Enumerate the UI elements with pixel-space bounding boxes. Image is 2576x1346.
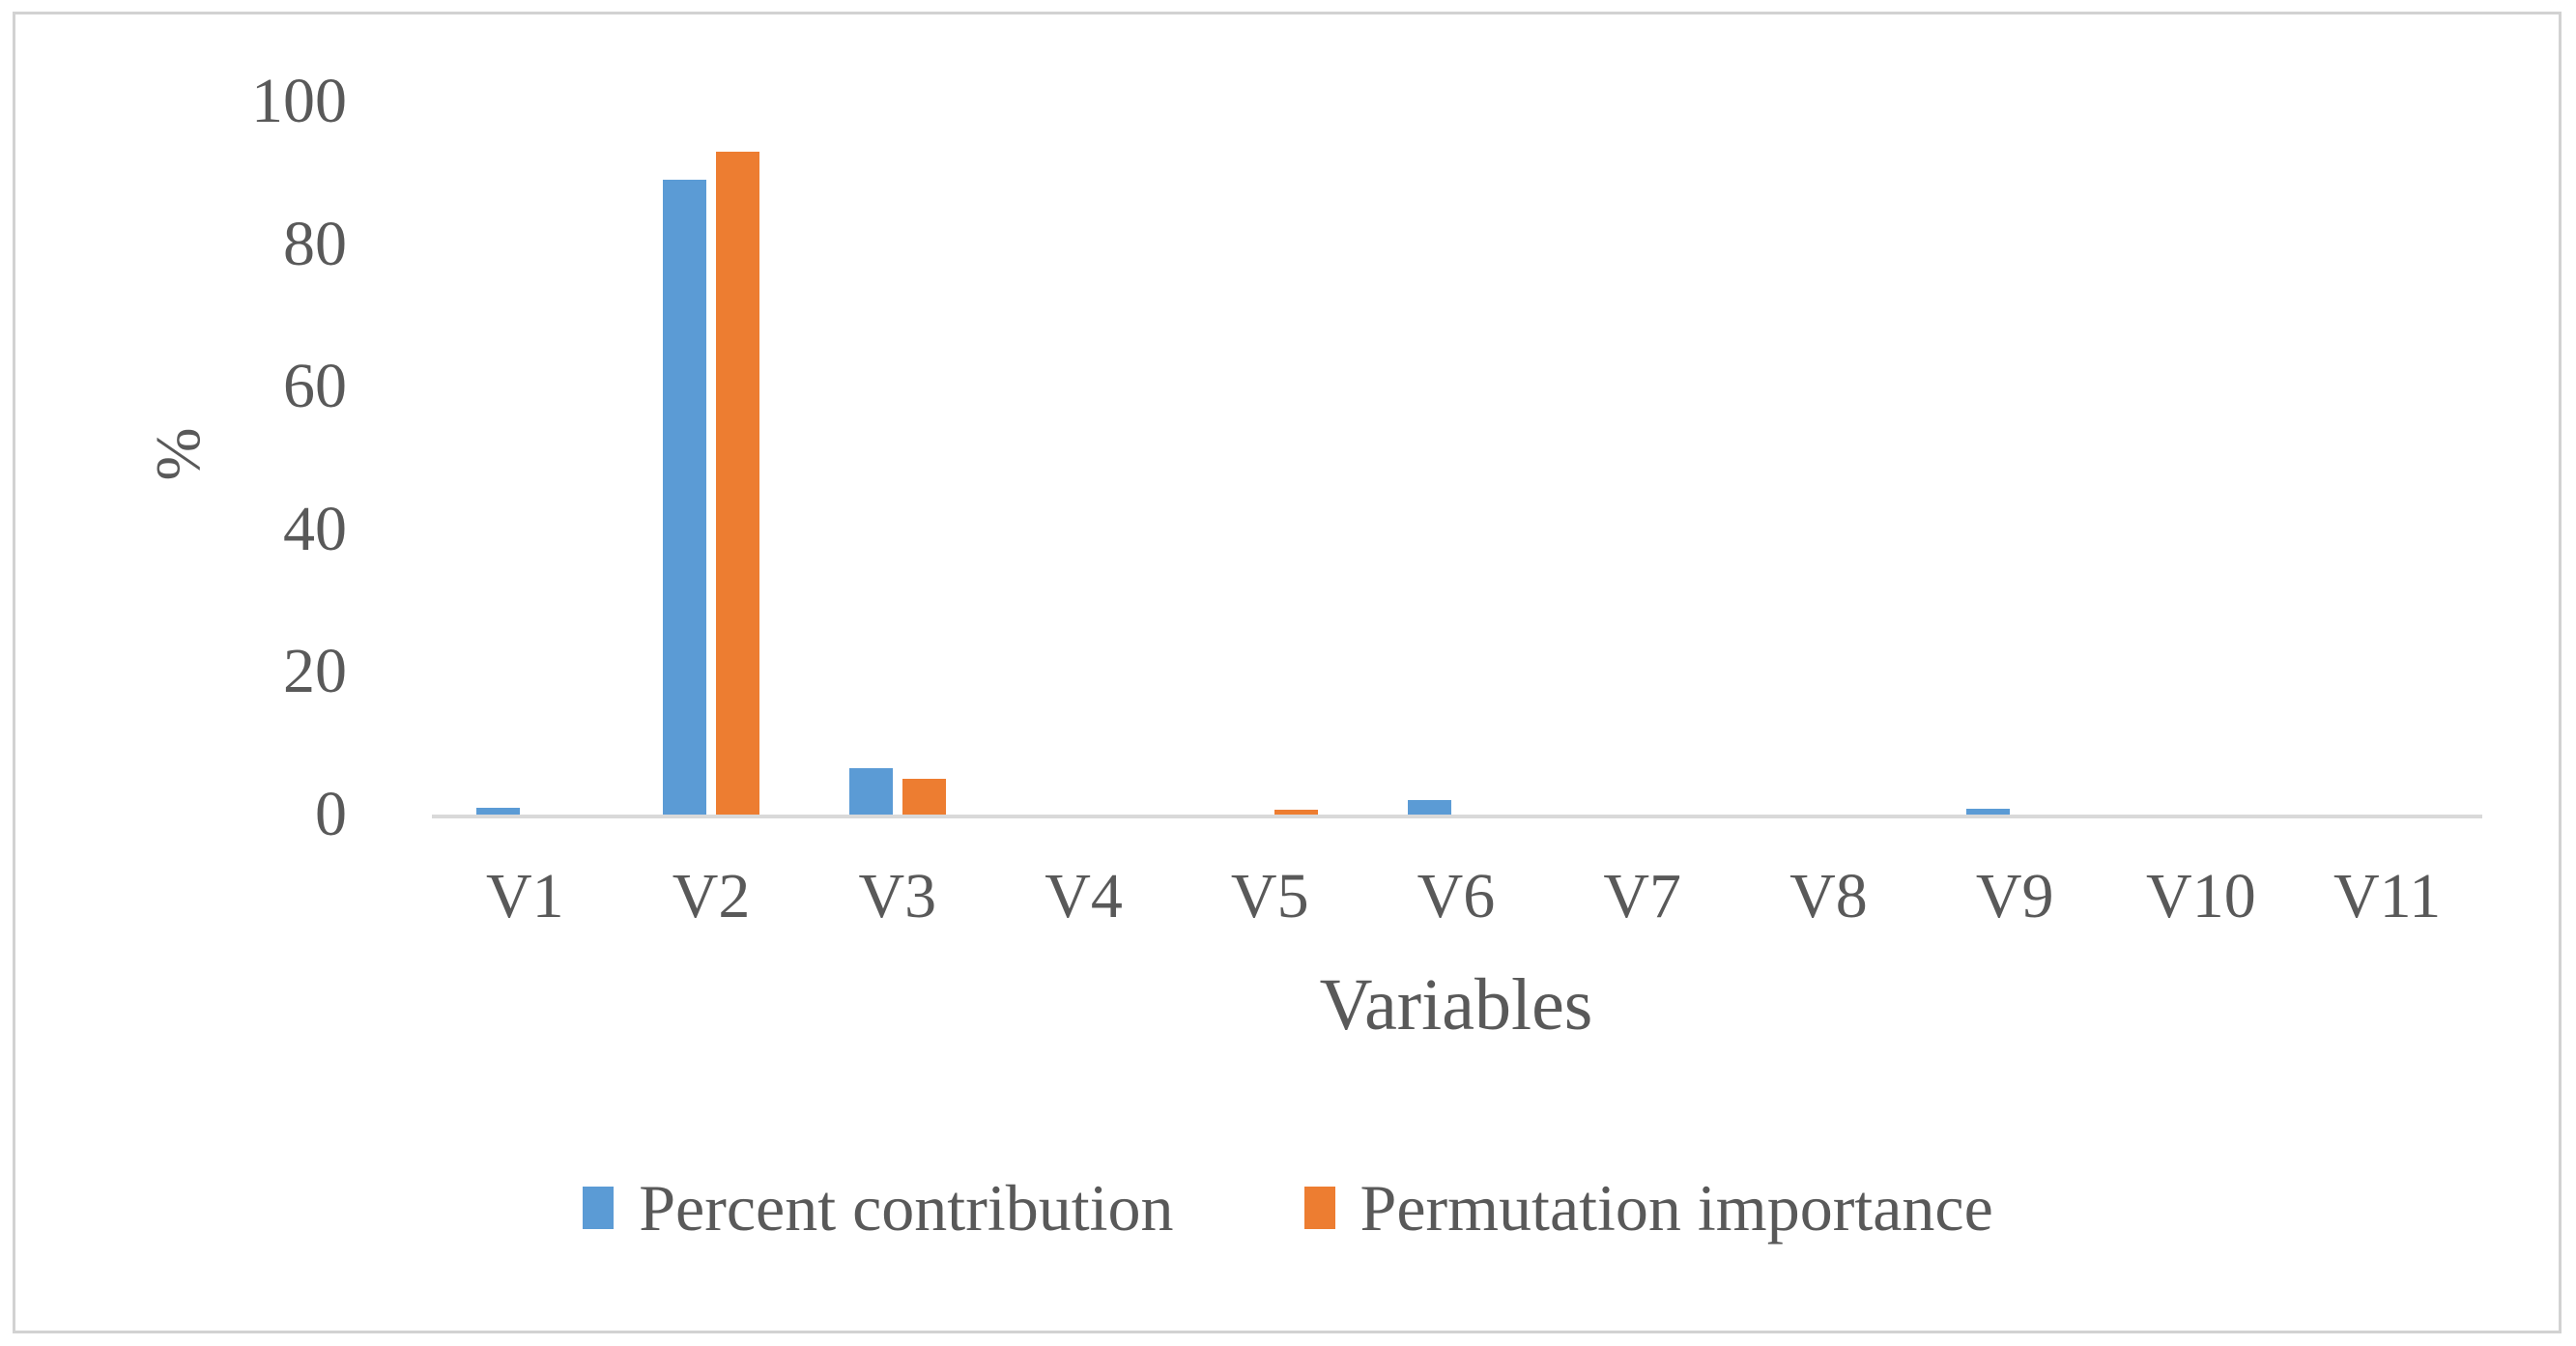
bar	[848, 768, 893, 817]
y-tick-label: 100	[251, 66, 347, 136]
bar	[476, 807, 521, 817]
y-tick-label: 40	[283, 493, 347, 564]
y-tick-label: 80	[283, 208, 347, 279]
bar	[902, 779, 946, 817]
x-category-label: V6	[1417, 861, 1496, 931]
y-tick-label: 20	[283, 636, 347, 707]
x-category-label: V7	[1603, 861, 1682, 931]
legend-swatch-percent-contribution	[583, 1187, 615, 1229]
chart-frame	[13, 12, 2562, 1333]
x-category-label: V1	[486, 861, 564, 931]
bar	[663, 180, 707, 817]
bar	[1408, 800, 1451, 817]
x-category-label: V11	[2333, 861, 2442, 931]
legend-label-permutation-importance: Permutation importance	[1360, 1170, 1993, 1245]
plot-area	[432, 101, 2480, 817]
legend-item-permutation-importance: Permutation importance	[1303, 1170, 1993, 1246]
x-category-label: V5	[1230, 861, 1309, 931]
chart-legend: Percent contribution Permutation importa…	[0, 1155, 2576, 1261]
legend-label-percent-contribution: Percent contribution	[639, 1170, 1174, 1245]
x-category-label: V9	[1975, 861, 2054, 931]
x-axis-title: Variables	[1319, 964, 1593, 1045]
bar	[1966, 809, 2011, 817]
x-category-label: V10	[2146, 861, 2256, 931]
x-category-label: V8	[1789, 861, 1868, 931]
legend-item-percent-contribution: Percent contribution	[583, 1170, 1174, 1246]
y-tick-label: 0	[315, 779, 347, 849]
bar	[1274, 809, 1319, 817]
x-category-label: V3	[858, 861, 937, 931]
x-category-label: V2	[672, 861, 751, 931]
y-tick-label: 60	[283, 351, 347, 422]
legend-swatch-permutation-importance	[1303, 1187, 1335, 1229]
bar	[716, 151, 760, 817]
x-axis-line	[432, 815, 2482, 818]
x-category-label: V4	[1045, 861, 1123, 931]
